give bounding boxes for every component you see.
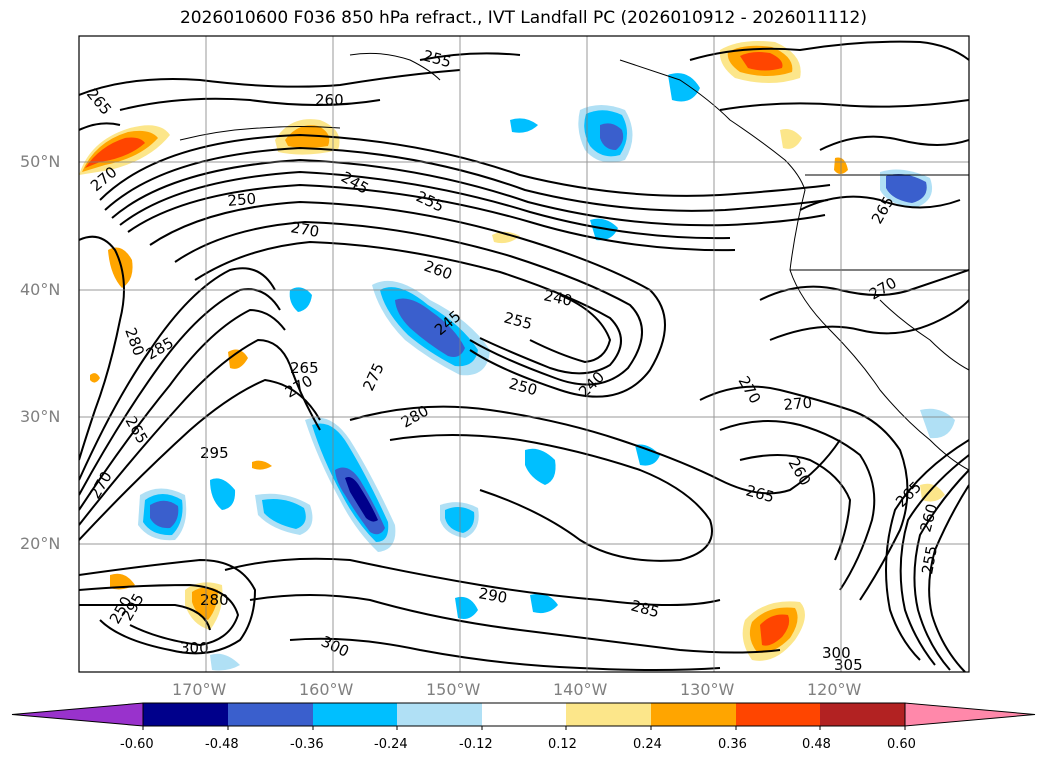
warm-patch bbox=[85, 137, 145, 168]
colorbar-segment bbox=[313, 703, 397, 726]
contour-label: 290 bbox=[477, 584, 508, 607]
cool-patch bbox=[395, 298, 465, 357]
warm-patch bbox=[920, 483, 945, 502]
warm-patch bbox=[740, 52, 783, 71]
contour-label: 260 bbox=[315, 91, 344, 109]
gridlines bbox=[79, 36, 969, 672]
cool-patch bbox=[530, 593, 558, 614]
contour-label: 305 bbox=[834, 656, 863, 674]
contour-label: 250 bbox=[227, 190, 257, 210]
cool-patch bbox=[210, 478, 236, 510]
colorbar-segment bbox=[820, 703, 905, 726]
lon-label-160w: 160°W bbox=[299, 680, 354, 699]
colorbar-tick-label: 0.60 bbox=[887, 737, 916, 752]
lat-label-50n: 50°N bbox=[20, 152, 61, 171]
lat-label-30n: 30°N bbox=[20, 407, 61, 426]
colorbar-extend-high bbox=[904, 702, 1036, 727]
colorbar-tick-label: 0.12 bbox=[548, 737, 577, 752]
colorbar-segment bbox=[397, 703, 482, 726]
warm-patch bbox=[108, 247, 133, 288]
warm-patch bbox=[760, 614, 790, 646]
contour-label: 270 bbox=[783, 394, 813, 414]
cool-patch bbox=[510, 118, 538, 133]
plot-frame bbox=[78, 35, 970, 673]
lon-label-170w: 170°W bbox=[172, 680, 227, 699]
cool-patch bbox=[886, 174, 927, 203]
colorbar-segment bbox=[482, 703, 566, 726]
colorbar-tick-label: 0.48 bbox=[802, 737, 831, 752]
warm-patch bbox=[228, 349, 248, 369]
colorbar-tick-label: -0.12 bbox=[459, 737, 493, 752]
cool-patch bbox=[600, 123, 624, 150]
contour-lines bbox=[79, 40, 969, 672]
cool-patch bbox=[262, 499, 306, 529]
colorbar-tick-label: 0.24 bbox=[633, 737, 662, 752]
warm-patch bbox=[285, 125, 330, 148]
cool-patch bbox=[455, 596, 478, 619]
colorbar-segment bbox=[651, 703, 736, 726]
contour-label: 265 bbox=[290, 359, 319, 377]
cool-patch bbox=[289, 287, 312, 312]
colorbar-tick-label: 0.36 bbox=[718, 737, 747, 752]
warm-patch bbox=[110, 573, 135, 590]
colorbar-tick-label: -0.60 bbox=[120, 737, 154, 752]
colorbar bbox=[11, 702, 1036, 730]
coastlines bbox=[179, 52, 969, 471]
cool-patch bbox=[525, 448, 556, 485]
colorbar-tick-label: -0.24 bbox=[374, 737, 408, 752]
warm-patch bbox=[90, 373, 100, 383]
colorbar-segment bbox=[566, 703, 651, 726]
colorbar-tick-label: -0.36 bbox=[290, 737, 324, 752]
cool-patch bbox=[150, 500, 179, 529]
lat-label-40n: 40°N bbox=[20, 280, 61, 299]
lon-label-120w: 120°W bbox=[807, 680, 862, 699]
cool-patch bbox=[345, 477, 378, 522]
warm-patch bbox=[780, 129, 802, 149]
contour-label: 240 bbox=[542, 286, 574, 310]
colorbar-segment bbox=[736, 703, 820, 726]
map-title: 2026010600 F036 850 hPa refract., IVT La… bbox=[179, 8, 867, 28]
warm-patch bbox=[252, 460, 272, 470]
contour-label: 295 bbox=[200, 444, 229, 462]
map-plot-area: 265 255 260 245 255 250 270 270 240 260 … bbox=[79, 36, 969, 674]
lat-label-20n: 20°N bbox=[20, 534, 61, 553]
colorbar-segment bbox=[228, 703, 313, 726]
colorbar-segment bbox=[143, 703, 228, 726]
cool-patch bbox=[635, 444, 660, 466]
warm-patch bbox=[492, 231, 520, 244]
colorbar-extend-low bbox=[11, 702, 144, 727]
lon-label-140w: 140°W bbox=[553, 680, 608, 699]
contour-label: 300 bbox=[180, 639, 209, 657]
cool-patch bbox=[920, 408, 955, 439]
colorbar-tick-label: -0.48 bbox=[205, 737, 239, 752]
cool-patch bbox=[210, 653, 240, 671]
warm-patch bbox=[192, 587, 218, 620]
contour-label: 255 bbox=[918, 544, 941, 575]
lon-label-130w: 130°W bbox=[680, 680, 735, 699]
cool-patch bbox=[668, 73, 700, 102]
contour-label: 270 bbox=[289, 218, 320, 241]
lon-label-150w: 150°W bbox=[426, 680, 481, 699]
contour-label: 300 bbox=[822, 644, 851, 662]
filled-patches bbox=[79, 41, 955, 671]
contour-label: 280 bbox=[200, 591, 229, 609]
